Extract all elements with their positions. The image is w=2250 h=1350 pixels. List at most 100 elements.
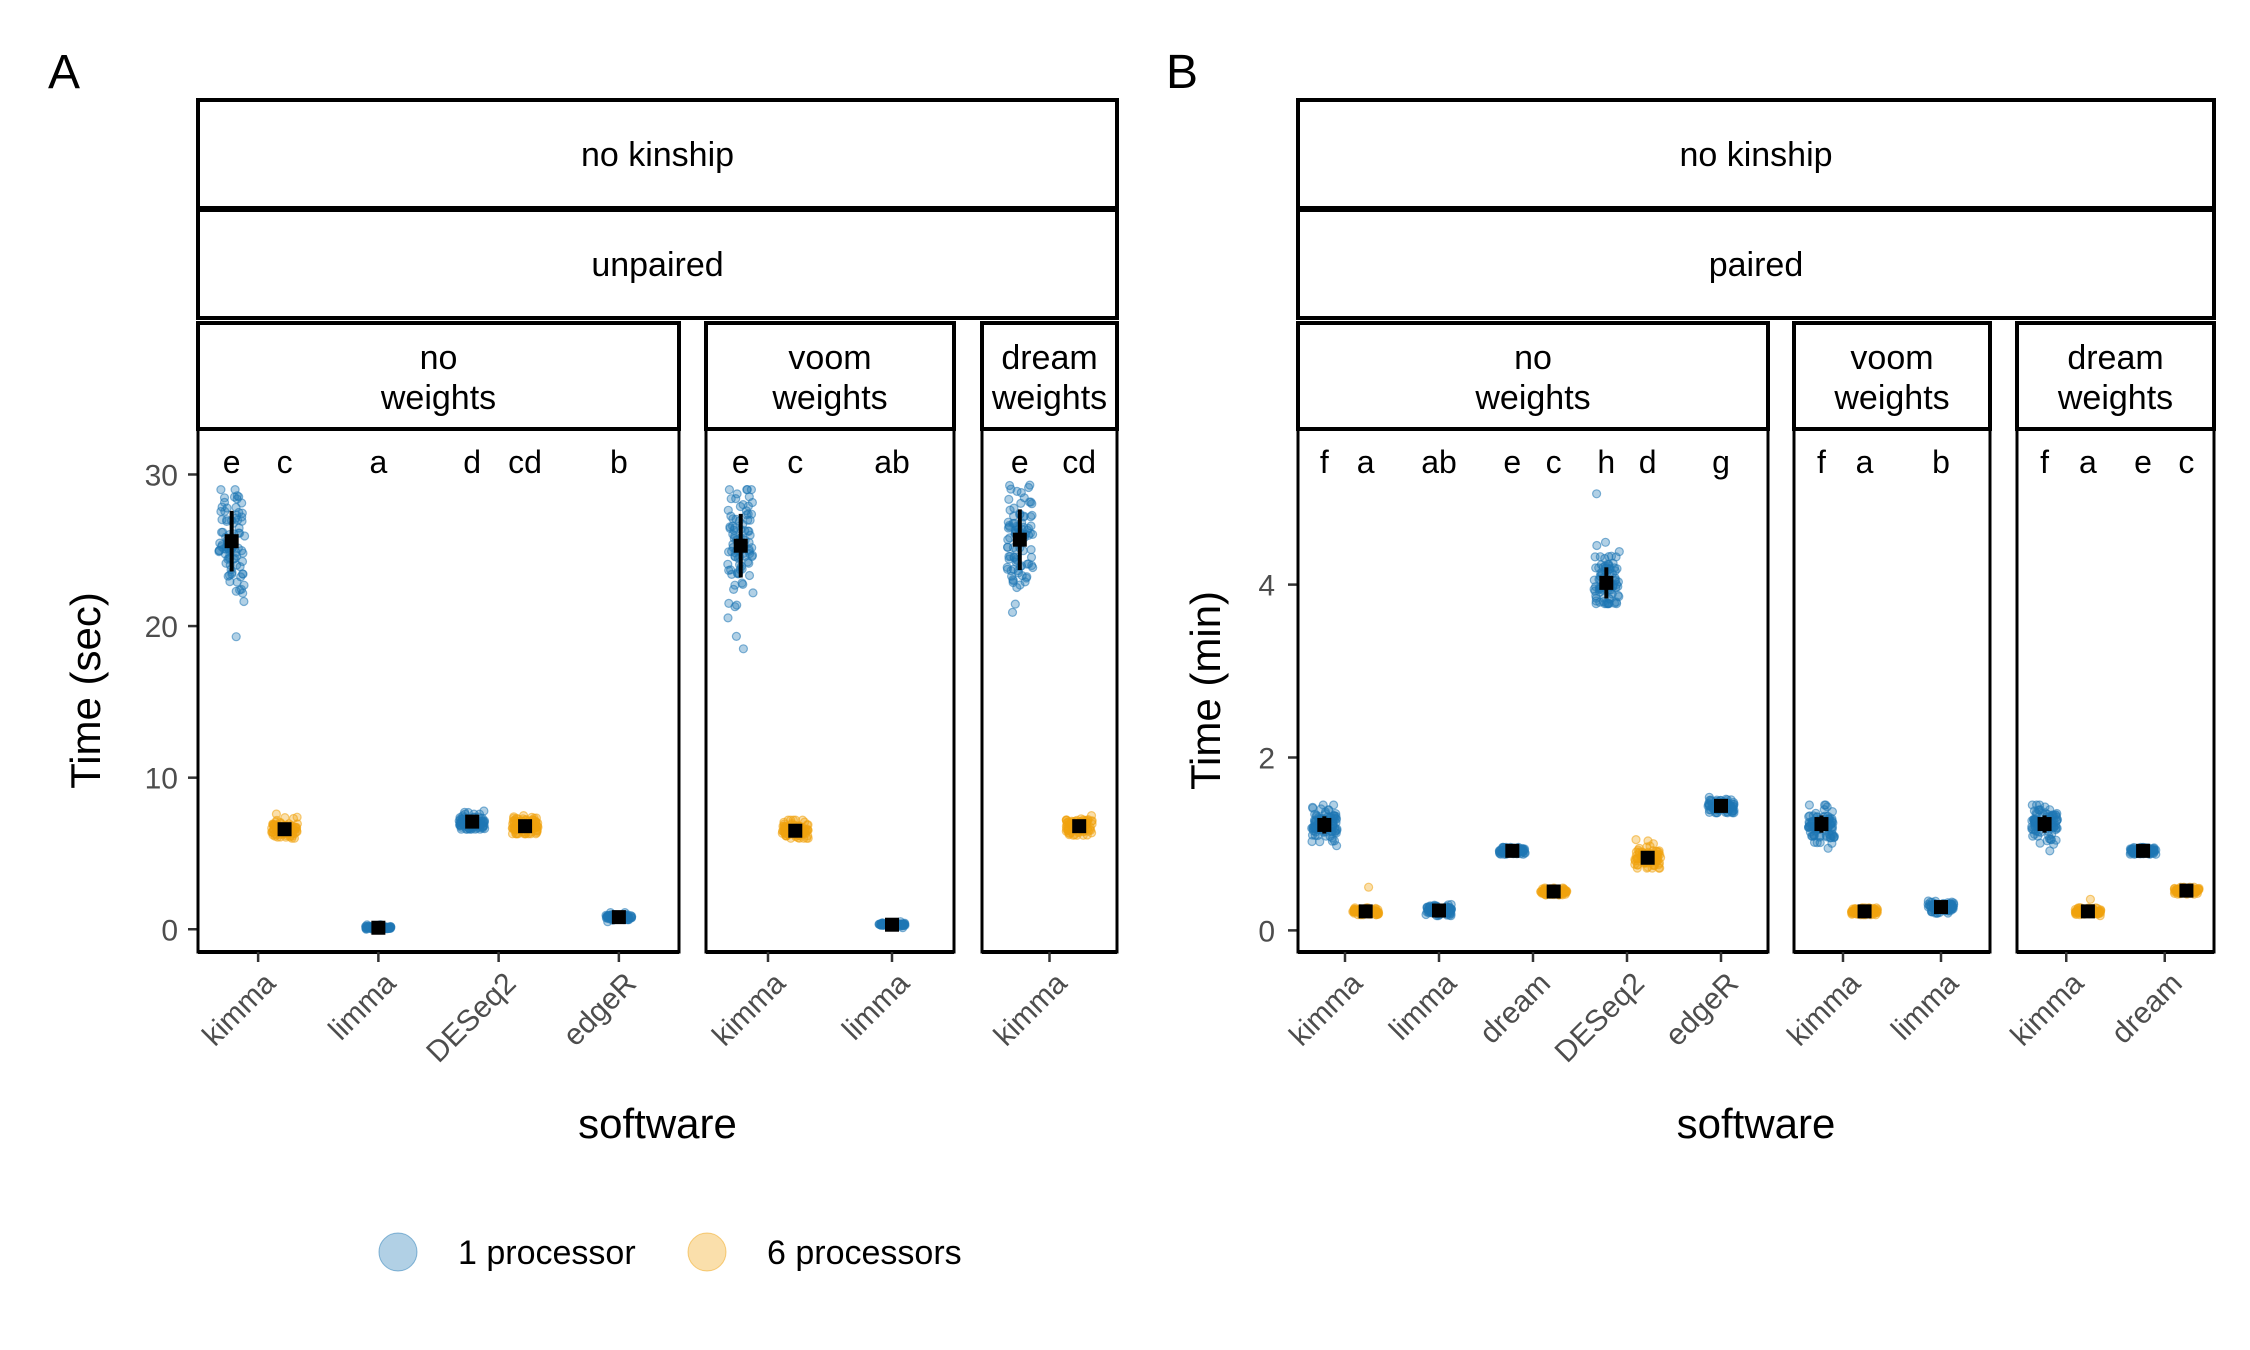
y-tick-label: 4 bbox=[1258, 570, 1275, 603]
data-point bbox=[479, 817, 489, 827]
data-point bbox=[742, 485, 752, 495]
strip-kinship-box bbox=[1296, 98, 2216, 210]
significance-letter: d bbox=[1639, 444, 1657, 480]
facet-no-weights-strip-label: weights bbox=[1474, 379, 1590, 417]
y-axis-title: Time (min) bbox=[1182, 591, 1229, 790]
facet-voom-weights-strip-label: voom bbox=[788, 339, 871, 377]
x-tick-label-dream: dream bbox=[1474, 967, 1557, 1050]
significance-letter: b bbox=[1932, 444, 1950, 480]
y-tick-label: 10 bbox=[145, 763, 178, 796]
y-tick-label: 2 bbox=[1258, 742, 1275, 775]
facet-voom-weights-panel bbox=[1792, 427, 1992, 954]
panel-tag-a: A bbox=[48, 46, 80, 99]
facet-dream-weights-strip bbox=[980, 321, 1119, 431]
mean-marker bbox=[1934, 900, 1948, 915]
data-point bbox=[1804, 800, 1815, 810]
group-kimma-6p: c bbox=[777, 444, 813, 843]
data-point bbox=[1002, 562, 1012, 573]
data-point bbox=[1026, 497, 1036, 507]
significance-letter: g bbox=[1712, 444, 1730, 480]
data-point bbox=[2042, 836, 2052, 846]
data-point bbox=[748, 588, 758, 598]
data-point bbox=[231, 632, 241, 642]
data-point bbox=[509, 825, 520, 835]
legend-label-6-processors: 6 processors bbox=[767, 1234, 962, 1272]
group-limma-1p: b bbox=[1923, 444, 1959, 918]
group-edger-1p: b bbox=[601, 444, 637, 927]
group-kimma-1p: f bbox=[1803, 444, 1839, 853]
data-point bbox=[1026, 512, 1036, 522]
significance-letter: d bbox=[463, 444, 481, 480]
data-point bbox=[2051, 835, 2061, 845]
data-point bbox=[2051, 812, 2062, 822]
group-limma-1p: ab bbox=[1421, 444, 1457, 921]
data-point bbox=[626, 911, 636, 921]
strip-pairing-label: paired bbox=[1709, 246, 1804, 284]
x-tick-label-kimma: kimma bbox=[1283, 966, 1369, 1052]
x-tick-label-kimma: kimma bbox=[196, 966, 282, 1052]
x-axis-title: software bbox=[1677, 1100, 1836, 1147]
significance-letter: a bbox=[1357, 444, 1375, 480]
data-point bbox=[744, 570, 755, 581]
data-point bbox=[1590, 552, 1600, 562]
facet-voom-weights-strip bbox=[704, 321, 956, 431]
data-point bbox=[1026, 544, 1036, 555]
mean-marker bbox=[224, 534, 239, 549]
data-point bbox=[1815, 832, 1825, 842]
data-point bbox=[234, 507, 244, 518]
data-point bbox=[1705, 795, 1715, 805]
data-point bbox=[1309, 822, 1319, 832]
x-tick-label-edger: edgeR bbox=[557, 967, 643, 1053]
data-point bbox=[1805, 827, 1816, 837]
data-point bbox=[1614, 591, 1624, 602]
group-limma-1p: ab bbox=[874, 444, 910, 933]
data-point bbox=[2027, 800, 2037, 810]
data-point bbox=[1648, 839, 1659, 849]
y-axis-title: Time (sec) bbox=[62, 592, 109, 789]
data-point bbox=[239, 580, 249, 590]
data-point bbox=[222, 515, 232, 525]
data-point bbox=[1004, 494, 1014, 504]
mean-marker bbox=[611, 910, 626, 925]
data-point bbox=[728, 584, 739, 595]
x-tick-label-limma: limma bbox=[322, 966, 402, 1046]
x-tick-label-kimma: kimma bbox=[1781, 966, 1867, 1052]
data-point bbox=[1003, 534, 1013, 545]
data-point bbox=[724, 598, 734, 609]
data-point bbox=[225, 576, 235, 587]
data-point bbox=[1600, 537, 1611, 547]
mean-marker bbox=[1857, 904, 1872, 919]
x-tick-label-limma: limma bbox=[1383, 966, 1463, 1046]
x-tick-label-dream: dream bbox=[2105, 967, 2188, 1050]
strip-pairing-label: unpaired bbox=[591, 246, 723, 284]
group-kimma-6p: a bbox=[1847, 444, 1883, 920]
significance-letter: h bbox=[1597, 444, 1615, 480]
data-point bbox=[726, 511, 736, 521]
group-dream-6p: c bbox=[1536, 444, 1572, 900]
significance-letter: c bbox=[1546, 444, 1562, 480]
data-point bbox=[1947, 903, 1957, 914]
mean-marker bbox=[277, 822, 292, 837]
data-point bbox=[232, 491, 242, 501]
data-point bbox=[1023, 482, 1034, 493]
group-kimma-6p: c bbox=[267, 444, 302, 843]
mean-marker bbox=[1814, 817, 1829, 832]
data-point bbox=[2052, 823, 2062, 834]
group-kimma-1p: e bbox=[1002, 444, 1038, 618]
data-point bbox=[1009, 503, 1019, 513]
data-point bbox=[1847, 907, 1857, 917]
facet-no-weights-panel bbox=[196, 427, 681, 954]
facet-no-weights-strip bbox=[1296, 321, 1770, 431]
y-tick-label: 0 bbox=[161, 914, 178, 947]
data-point bbox=[1327, 836, 1338, 846]
facet-dream-weights-strip-label: weights bbox=[991, 379, 1107, 417]
y-tick-label: 20 bbox=[145, 611, 178, 644]
group-kimma-1p: e bbox=[214, 444, 250, 642]
group-kimma-1p: f bbox=[2027, 444, 2063, 856]
significance-letter: f bbox=[2040, 444, 2049, 480]
data-point bbox=[1654, 859, 1664, 870]
mean-marker bbox=[1640, 850, 1655, 865]
data-point bbox=[2125, 844, 2135, 854]
